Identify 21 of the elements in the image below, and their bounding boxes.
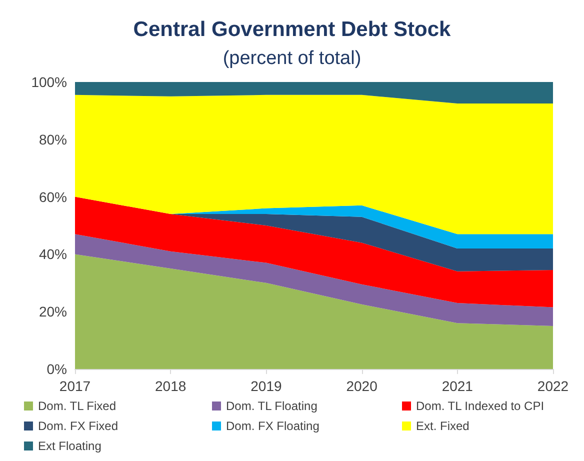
y-tick-label: 0% — [46, 361, 67, 377]
y-tick-label: 80% — [38, 131, 67, 148]
x-tick-label: 2022 — [537, 378, 569, 394]
y-tick-label: 40% — [38, 246, 67, 262]
y-tick-label: 100% — [31, 74, 67, 90]
x-tick-label: 2021 — [442, 378, 474, 394]
legend-label: Dom. FX Fixed — [38, 419, 118, 433]
x-tick-label: 2019 — [250, 378, 282, 394]
x-tick-label: 2018 — [155, 378, 186, 394]
legend-label: Dom. TL Indexed to CPI — [416, 399, 544, 413]
y-tick-label: 60% — [38, 188, 67, 205]
chart-title: Central Government Debt Stock — [133, 18, 452, 41]
legend-label: Dom. TL Fixed — [38, 399, 116, 413]
y-tick-label: 20% — [38, 304, 67, 320]
legend-label: Ext Floating — [38, 439, 102, 453]
x-tick-label: 2017 — [59, 378, 91, 394]
legend-label: Ext. Fixed — [416, 419, 470, 433]
chart-subtitle: (percent of total) — [222, 48, 362, 69]
legend-label: Dom. TL Floating — [226, 399, 318, 413]
legend-label: Dom. FX Floating — [226, 419, 320, 433]
x-tick-label: 2020 — [346, 378, 378, 394]
